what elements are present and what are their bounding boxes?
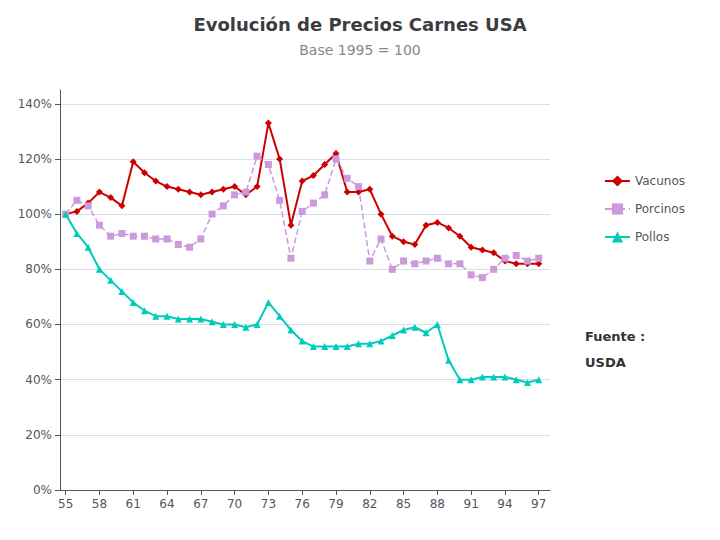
svg-text:Base 1995 = 100: Base 1995 = 100 (299, 42, 421, 58)
svg-text:120%: 120% (18, 152, 52, 166)
svg-text:Vacunos: Vacunos (635, 174, 685, 188)
svg-text:Pollos: Pollos (635, 230, 669, 244)
svg-text:Evolución de Precios Carnes US: Evolución de Precios Carnes USA (193, 14, 526, 35)
svg-text:55: 55 (58, 497, 73, 511)
svg-text:80%: 80% (25, 262, 52, 276)
svg-text:76: 76 (295, 497, 310, 511)
svg-text:61: 61 (126, 497, 141, 511)
svg-text:60%: 60% (25, 317, 52, 331)
svg-text:82: 82 (362, 497, 377, 511)
svg-text:85: 85 (396, 497, 411, 511)
svg-text:140%: 140% (18, 97, 52, 111)
svg-text:79: 79 (328, 497, 343, 511)
svg-text:91: 91 (464, 497, 479, 511)
svg-text:97: 97 (531, 497, 546, 511)
svg-text:100%: 100% (18, 207, 52, 221)
svg-text:94: 94 (497, 497, 512, 511)
svg-text:0%: 0% (33, 483, 52, 497)
svg-text:58: 58 (92, 497, 107, 511)
svg-text:73: 73 (261, 497, 276, 511)
svg-text:40%: 40% (25, 373, 52, 387)
svg-text:Porcinos: Porcinos (635, 202, 685, 216)
svg-text:USDA: USDA (585, 355, 626, 370)
svg-text:64: 64 (159, 497, 174, 511)
svg-text:70: 70 (227, 497, 242, 511)
svg-text:20%: 20% (25, 428, 52, 442)
svg-text:67: 67 (193, 497, 208, 511)
svg-text:Fuente :: Fuente : (585, 329, 645, 344)
svg-text:88: 88 (430, 497, 445, 511)
